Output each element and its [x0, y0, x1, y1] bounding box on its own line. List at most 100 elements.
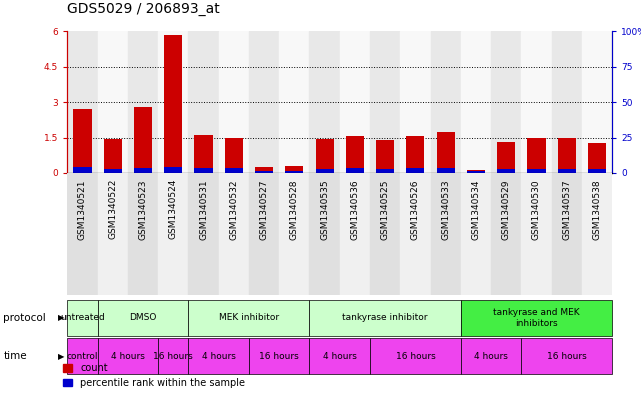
Text: GSM1340538: GSM1340538 [592, 179, 601, 240]
Bar [158, 173, 188, 295]
Bar [310, 300, 461, 336]
Bar [310, 31, 340, 173]
Bar [249, 31, 279, 173]
Text: ▶: ▶ [58, 352, 64, 360]
Text: GSM1340527: GSM1340527 [260, 179, 269, 239]
Text: GSM1340522: GSM1340522 [108, 179, 117, 239]
Bar [219, 173, 249, 295]
Bar [310, 338, 370, 374]
Text: GSM1340533: GSM1340533 [441, 179, 450, 240]
Bar [340, 31, 370, 173]
Bar [73, 109, 92, 173]
Bar [158, 31, 188, 173]
Bar [219, 31, 249, 173]
Bar [67, 300, 97, 336]
Bar [376, 140, 394, 173]
Bar [134, 107, 152, 173]
Bar [128, 31, 158, 173]
Text: 16 hours: 16 hours [547, 352, 587, 360]
Text: GSM1340521: GSM1340521 [78, 179, 87, 239]
Bar [249, 338, 310, 374]
Bar [345, 168, 364, 173]
Bar [249, 173, 279, 295]
Bar [104, 139, 122, 173]
Text: 16 hours: 16 hours [395, 352, 435, 360]
Text: 4 hours: 4 hours [323, 352, 356, 360]
Bar [285, 171, 303, 173]
Bar [188, 300, 310, 336]
Bar [461, 300, 612, 336]
Bar [431, 173, 461, 295]
Text: untreated: untreated [60, 314, 105, 322]
Text: GSM1340525: GSM1340525 [381, 179, 390, 239]
Bar [315, 169, 334, 173]
Bar [521, 338, 612, 374]
Text: GSM1340526: GSM1340526 [411, 179, 420, 239]
Text: GDS5029 / 206893_at: GDS5029 / 206893_at [67, 2, 220, 16]
Text: GSM1340530: GSM1340530 [532, 179, 541, 240]
Bar [461, 31, 491, 173]
Bar [400, 173, 431, 295]
Bar [406, 168, 424, 173]
Text: ▶: ▶ [58, 314, 64, 322]
Text: GSM1340537: GSM1340537 [562, 179, 571, 240]
Text: GSM1340523: GSM1340523 [138, 179, 147, 239]
Text: tankyrase and MEK
inhibitors: tankyrase and MEK inhibitors [493, 308, 580, 328]
Bar [467, 170, 485, 173]
Bar [437, 132, 454, 173]
Bar [376, 169, 394, 173]
Text: 16 hours: 16 hours [153, 352, 193, 360]
Bar [345, 136, 364, 173]
Bar [315, 139, 334, 173]
Text: tankyrase inhibitor: tankyrase inhibitor [342, 314, 428, 322]
Bar [67, 31, 97, 173]
Bar [255, 167, 273, 173]
Text: 4 hours: 4 hours [111, 352, 145, 360]
Legend: count, percentile rank within the sample: count, percentile rank within the sample [63, 363, 245, 388]
Bar [104, 169, 122, 173]
Bar [431, 31, 461, 173]
Bar [582, 173, 612, 295]
Bar [164, 35, 182, 173]
Bar [164, 167, 182, 173]
Text: GSM1340529: GSM1340529 [502, 179, 511, 239]
Bar [134, 168, 152, 173]
Bar [97, 31, 128, 173]
Bar [255, 171, 273, 173]
Bar [279, 173, 310, 295]
Bar [97, 173, 128, 295]
Text: control: control [67, 352, 98, 360]
Bar [497, 169, 515, 173]
Bar [97, 300, 188, 336]
Text: GSM1340534: GSM1340534 [471, 179, 481, 239]
Bar [340, 173, 370, 295]
Text: GSM1340535: GSM1340535 [320, 179, 329, 240]
Text: GSM1340524: GSM1340524 [169, 179, 178, 239]
Bar [370, 31, 400, 173]
Bar [558, 138, 576, 173]
Bar [194, 168, 213, 173]
Bar [194, 135, 213, 173]
Bar [188, 173, 219, 295]
Bar [491, 31, 521, 173]
Bar [67, 338, 97, 374]
Bar [370, 173, 400, 295]
Text: 16 hours: 16 hours [260, 352, 299, 360]
Bar [406, 136, 424, 173]
Bar [552, 173, 582, 295]
Bar [188, 31, 219, 173]
Text: DMSO: DMSO [129, 314, 156, 322]
Bar [521, 173, 552, 295]
Bar [491, 173, 521, 295]
Bar [588, 169, 606, 173]
Bar [158, 338, 188, 374]
Text: 4 hours: 4 hours [202, 352, 236, 360]
Bar [588, 143, 606, 173]
Text: GSM1340536: GSM1340536 [351, 179, 360, 240]
Text: time: time [3, 351, 27, 361]
Bar [310, 173, 340, 295]
Bar [128, 173, 158, 295]
Bar [188, 338, 249, 374]
Bar [285, 166, 303, 173]
Text: GSM1340528: GSM1340528 [290, 179, 299, 239]
